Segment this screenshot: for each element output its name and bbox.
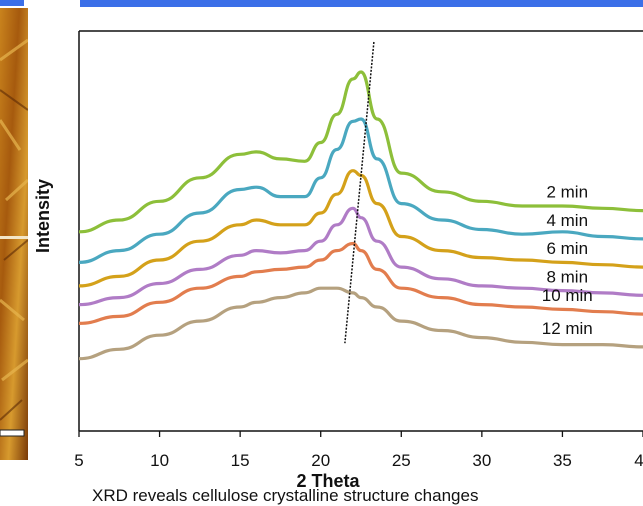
x-tick-label: 4 [634,451,643,470]
top-left-accent-strip [0,0,24,6]
series-label: 8 min [546,267,588,286]
x-tick-label: 30 [472,451,491,470]
x-axis-ticks: 5 10 15 20 25 30 35 4 [74,431,643,470]
series-label: 2 min [546,183,588,202]
afm-image-partial [0,8,28,460]
peak-shift-line [344,41,375,344]
series-line-6-min [78,169,643,288]
series-line-8-min [78,206,643,307]
series-line-2-min [78,70,643,234]
y-axis-label: Intensity [33,179,53,253]
series-label: 6 min [546,239,588,258]
x-axis-label: 2 Theta [296,471,360,491]
series-line-4-min [78,117,643,264]
series-line-10-min [78,241,643,325]
series-lines [78,70,643,361]
x-tick-label: 10 [150,451,169,470]
series-label: 12 min [542,319,593,338]
x-tick-label: 25 [392,451,411,470]
x-tick-label: 20 [311,451,330,470]
x-tick-label: 15 [231,451,250,470]
figure-caption: XRD reveals cellulose crystalline struct… [92,486,479,505]
series-label: 10 min [542,286,593,305]
x-tick-label: 35 [553,451,572,470]
series-label: 4 min [546,211,588,230]
x-tick-label: 5 [74,451,83,470]
top-banner-bar [80,0,643,7]
series-line-12-min [78,286,643,361]
